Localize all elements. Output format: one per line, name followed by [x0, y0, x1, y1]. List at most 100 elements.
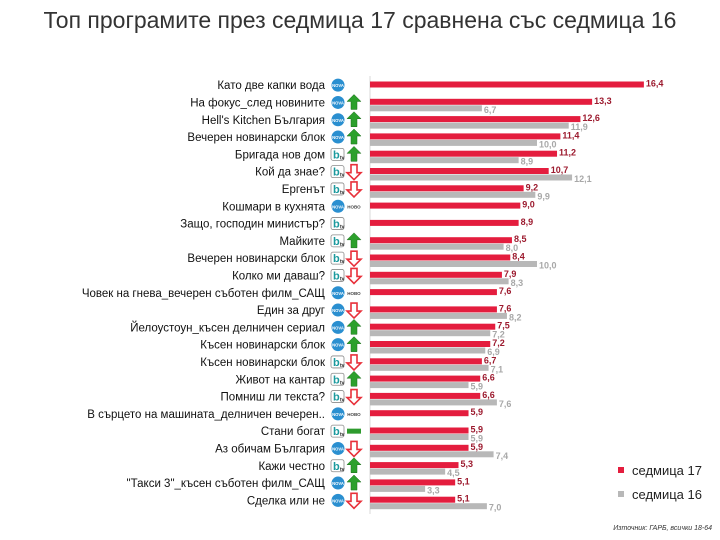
category-label: Кажи честно — [258, 461, 325, 473]
category-label: Защо, господин министър? — [180, 219, 325, 231]
nova-logo-icon — [331, 113, 345, 127]
category-label: Ергенът — [282, 184, 326, 196]
bar-week16 — [370, 347, 486, 354]
trend-down-arrow-icon — [345, 181, 363, 199]
bar-week17 — [370, 496, 456, 503]
bar-week16 — [370, 399, 497, 406]
data-label-week17: 12,6 — [582, 113, 600, 123]
legend-item-week16: седмица 16 — [618, 482, 702, 506]
btv-logo-letter: b — [333, 392, 340, 404]
bar-week16 — [370, 243, 504, 250]
nova-logo-icon — [331, 320, 345, 334]
category-label: Сделка или не — [247, 495, 325, 507]
nova-logo-icon — [331, 95, 345, 109]
bar-week16 — [370, 503, 487, 510]
trend-up-arrow-icon — [346, 457, 362, 473]
btv-logo-icon — [330, 251, 345, 265]
trend-same-bar-icon — [347, 428, 361, 434]
data-label-week17: 9,0 — [522, 200, 535, 210]
btv-logo-suffix: tv — [340, 173, 345, 179]
bar-week17 — [370, 202, 521, 209]
btv-logo-suffix: tv — [340, 190, 345, 196]
bar-week16 — [370, 382, 469, 389]
bar-week17 — [370, 358, 482, 365]
trend-down-arrow-icon — [345, 388, 363, 406]
btv-logo-suffix: tv — [340, 225, 345, 231]
btv-logo-letter: b — [333, 426, 340, 438]
btv-logo-letter: b — [333, 270, 340, 282]
trend-up-arrow-icon — [346, 111, 362, 127]
bar-week17 — [370, 116, 581, 123]
bar-week17 — [370, 237, 512, 244]
data-label-week17: 7,9 — [504, 269, 517, 279]
chart-title: Топ програмите през седмица 17 сравнена … — [43, 7, 677, 33]
btv-logo-icon — [330, 355, 345, 369]
data-label-week17: 11,2 — [559, 148, 576, 158]
data-label-week16: 7,4 — [496, 451, 509, 461]
btv-logo-letter: b — [333, 219, 340, 231]
btv-logo-suffix: tv — [340, 398, 345, 404]
data-label-week17: 13,3 — [594, 96, 612, 106]
btv-logo-icon — [330, 390, 345, 403]
bar-week17 — [370, 289, 497, 296]
data-label-week17: 16,4 — [646, 79, 664, 89]
data-label-week16: 7,2 — [492, 330, 505, 340]
bar-week16 — [370, 191, 536, 198]
nova-logo-text: NOVA — [332, 412, 344, 417]
legend-item-week17: седмица 17 — [618, 458, 702, 482]
trend-up-arrow-icon — [346, 94, 362, 110]
data-label-week17: 7,5 — [497, 321, 510, 331]
data-label-week16: 8,9 — [521, 157, 534, 167]
trend-up-arrow-icon — [346, 128, 362, 145]
nova-logo-icon — [331, 476, 345, 490]
btv-logo-suffix: tv — [340, 380, 345, 386]
nova-logo-text: NOVA — [332, 83, 344, 88]
btv-logo-icon — [330, 147, 345, 161]
data-label-week17: 5,9 — [471, 407, 484, 417]
legend-swatch-week16 — [618, 491, 624, 497]
bar-week16 — [370, 278, 509, 285]
nova-logo-icon — [331, 441, 345, 455]
category-label: Hell's Kitchen България — [202, 115, 325, 127]
bar-week17 — [370, 479, 456, 486]
category-label: В сърцето на машината_делничен вечерен.. — [87, 409, 325, 421]
data-label-week16: 11,9 — [571, 122, 588, 132]
category-label: Стани богат — [261, 426, 326, 438]
bar-week17 — [370, 133, 561, 140]
bar-week16 — [370, 485, 426, 492]
data-label-week17: 5,1 — [457, 494, 470, 504]
legend-label-week16: седмица 16 — [632, 486, 702, 502]
category-label: Майките — [279, 236, 325, 248]
new-badge: НОВО — [347, 291, 361, 296]
data-label-week17: 6,6 — [482, 390, 495, 400]
category-label: Късен новинарски блок — [200, 357, 326, 369]
data-label-week16: 5,9 — [471, 434, 484, 444]
nova-logo-icon — [331, 407, 345, 421]
bar-week17 — [370, 98, 593, 105]
data-label-week16: 10,0 — [539, 261, 557, 271]
btv-logo-icon — [330, 165, 345, 179]
data-label-week16: 8,3 — [511, 278, 524, 288]
nova-logo-text: NOVA — [332, 135, 344, 140]
nova-logo-text: NOVA — [332, 481, 344, 486]
bar-week17 — [370, 271, 502, 278]
bar-week16 — [370, 139, 537, 146]
category-label: Колко ми даваш? — [232, 270, 325, 282]
data-label-week16: 7,1 — [491, 364, 504, 374]
bar-week17 — [370, 462, 459, 469]
btv-logo-suffix: tv — [340, 155, 345, 161]
btv-logo-letter: b — [333, 236, 340, 248]
data-label-week17: 6,6 — [482, 373, 495, 383]
category-label: На фокус_след новините — [190, 97, 325, 109]
nova-logo-icon — [331, 130, 345, 144]
category-label: Един за друг — [257, 305, 325, 317]
bar-week16 — [370, 434, 469, 440]
bar-week17 — [370, 427, 469, 434]
btv-logo-suffix: tv — [340, 259, 345, 265]
data-label-week16: 8,2 — [509, 312, 522, 322]
btv-logo-letter: b — [333, 149, 340, 161]
bar-week17 — [370, 150, 558, 157]
btv-logo-letter: b — [333, 461, 340, 473]
category-label: Аз обичам България — [215, 443, 325, 455]
data-label-week17: 5,3 — [461, 459, 474, 469]
